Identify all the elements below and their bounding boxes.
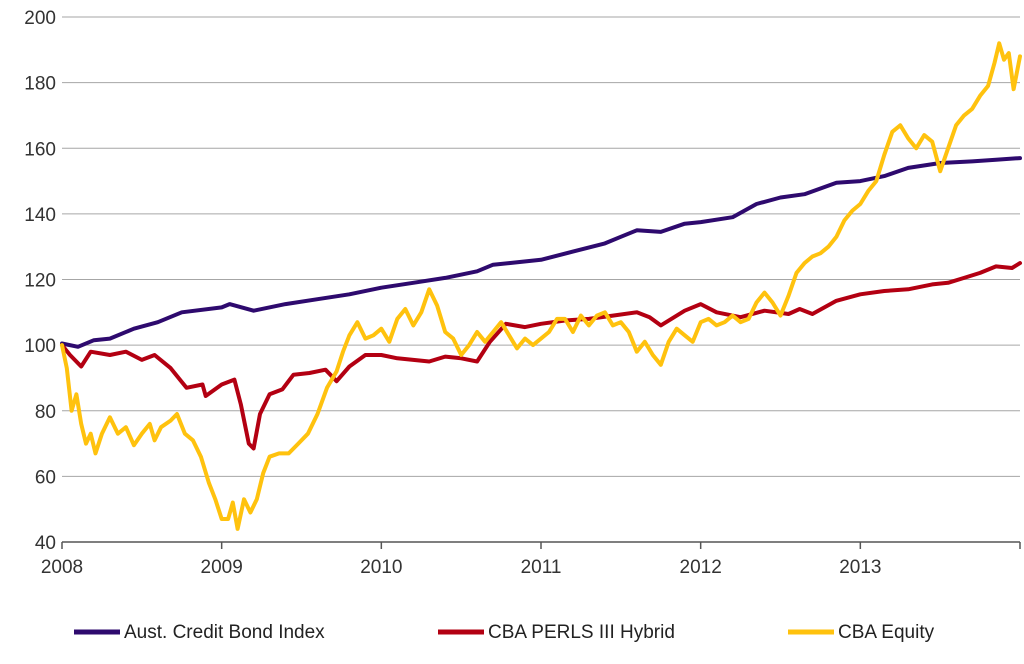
legend-label-cba-perls-iii-hybrid: CBA PERLS III Hybrid xyxy=(488,622,675,643)
y-tick-label: 60 xyxy=(35,467,56,488)
legend-entry-cba-equity: CBA Equity xyxy=(788,622,935,643)
y-tick-label: 160 xyxy=(24,139,56,160)
tick-labels: 40 60 80 100 120 140 160 180 200 2008 2009 2010 2011… xyxy=(24,8,881,578)
legend: Aust. Credit Bond Index CBA PERLS III Hy… xyxy=(74,622,935,643)
series-line-aust-credit-bond-index xyxy=(60,156,1022,349)
y-tick-label: 180 xyxy=(24,74,56,95)
y-tick-label: 200 xyxy=(24,8,56,29)
y-tick-label: 120 xyxy=(24,271,56,292)
x-tick-label: 2010 xyxy=(360,557,402,578)
series-lines xyxy=(60,41,1022,531)
x-tick-label: 2008 xyxy=(41,557,83,578)
y-tick-label: 40 xyxy=(35,533,56,554)
legend-entry-cba-perls-iii-hybrid: CBA PERLS III Hybrid xyxy=(438,622,675,643)
axes xyxy=(61,541,1021,549)
y-tick-label: 140 xyxy=(24,205,56,226)
legend-label-cba-equity: CBA Equity xyxy=(838,622,935,643)
series-line-cba-perls-iii-hybrid xyxy=(60,261,1022,451)
legend-label-aust-credit-bond-index: Aust. Credit Bond Index xyxy=(124,622,325,643)
legend-entry-aust-credit-bond-index: Aust. Credit Bond Index xyxy=(74,622,325,643)
gridlines xyxy=(62,16,1020,477)
x-tick-label: 2009 xyxy=(201,557,243,578)
x-tick-label: 2012 xyxy=(680,557,722,578)
x-tick-label: 2013 xyxy=(839,557,881,578)
y-tick-label: 80 xyxy=(35,402,56,423)
series-line-cba-equity xyxy=(60,41,1022,531)
y-tick-label: 100 xyxy=(24,336,56,357)
x-tick-label: 2011 xyxy=(521,557,562,578)
